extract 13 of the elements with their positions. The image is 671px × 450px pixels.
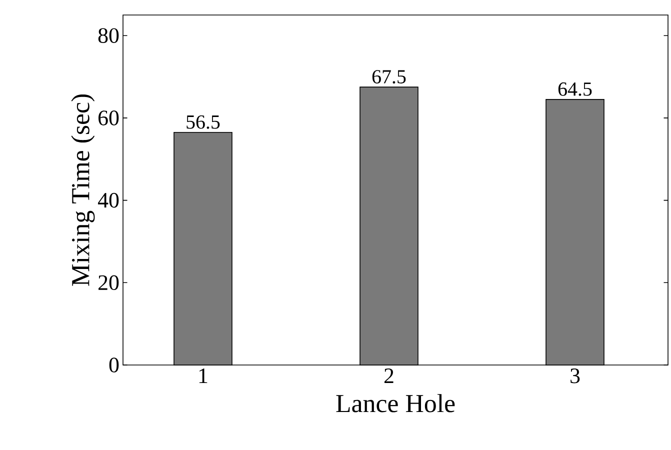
- data-label: 56.5: [186, 115, 220, 129]
- x-axis-title: Lance Hole: [336, 394, 455, 412]
- y-tick-label: 0: [109, 358, 119, 372]
- x-tick-label: 1: [199, 368, 208, 383]
- data-label: 67.5: [372, 70, 406, 84]
- y-axis-title: Mixing Time (sec): [71, 94, 95, 286]
- y-tick-label: 20: [98, 275, 119, 290]
- x-tick-label: 2: [384, 368, 394, 384]
- x-tick-label: 3: [570, 368, 580, 384]
- y-tick-label: 60: [98, 110, 119, 126]
- y-tick-label: 40: [98, 192, 119, 208]
- y-tick-label: 80: [98, 28, 119, 43]
- data-label: 64.5: [558, 82, 592, 96]
